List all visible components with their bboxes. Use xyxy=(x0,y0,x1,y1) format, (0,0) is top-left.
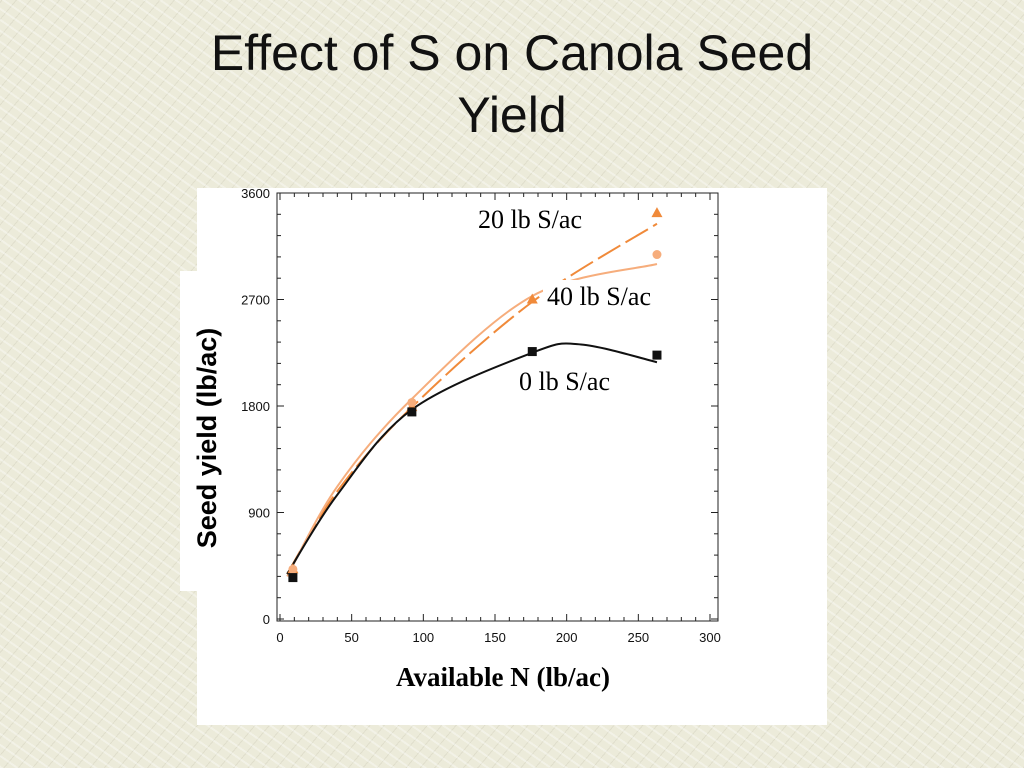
slide-title-line-1: Effect of S on Canola Seed xyxy=(210,25,814,81)
slide-title: Effect of S on Canola Seed Yield xyxy=(0,22,1024,146)
series-labels: 20 lb S/ac 40 lb S/ac 0 lb S/ac xyxy=(474,200,687,400)
series-label-20-lb-s: 20 lb S/ac xyxy=(478,205,582,234)
y-axis-label-bg xyxy=(180,271,230,591)
x-tick-label: 300 xyxy=(699,630,721,645)
plot-frame xyxy=(276,192,719,622)
data-point-circle xyxy=(652,250,662,260)
data-point-circle xyxy=(407,397,417,407)
data-point-circle xyxy=(288,564,298,574)
x-tick-label: 250 xyxy=(627,630,649,645)
data-point-square xyxy=(288,573,298,583)
y-axis-label-group: Seed yield (lb/ac) xyxy=(180,271,230,591)
label-bg-40 xyxy=(543,280,687,314)
fit-curves xyxy=(286,222,658,577)
axis-ticks: 0 50 100 150 200 250 300 0 900 1800 2700 3600 xyxy=(241,186,721,645)
slide-title-line-2: Yield xyxy=(457,87,567,143)
data-points xyxy=(287,207,663,583)
x-tick-label: 50 xyxy=(344,630,358,645)
x-tick-label: 150 xyxy=(484,630,506,645)
y-tick-label: 0 xyxy=(263,612,270,627)
chart-panel xyxy=(197,188,827,725)
data-point-triangle xyxy=(526,293,538,304)
x-axis-label: Available N (lb/ac) xyxy=(396,662,610,692)
data-point-square xyxy=(527,347,537,357)
y-tick-label: 2700 xyxy=(241,293,270,308)
x-tick-label: 100 xyxy=(412,630,434,645)
series-label-40-lb-s: 40 lb S/ac xyxy=(547,282,651,311)
data-point-triangle xyxy=(651,207,663,218)
series-curve-2 xyxy=(286,342,658,575)
x-tick-label: 0 xyxy=(276,630,283,645)
label-bg-20 xyxy=(474,200,620,236)
x-tick-label: 200 xyxy=(556,630,578,645)
series-curve-0 xyxy=(286,222,658,575)
label-bg-0 xyxy=(514,366,660,400)
series-label-0-lb-s: 0 lb S/ac xyxy=(519,367,610,396)
data-point-square xyxy=(407,407,417,417)
data-point-square xyxy=(652,350,662,360)
series-curve-1 xyxy=(286,263,658,577)
y-tick-label: 900 xyxy=(248,506,270,521)
y-tick-label: 3600 xyxy=(241,186,270,201)
y-tick-label: 1800 xyxy=(241,399,270,414)
y-axis-label: Seed yield (lb/ac) xyxy=(192,328,222,549)
